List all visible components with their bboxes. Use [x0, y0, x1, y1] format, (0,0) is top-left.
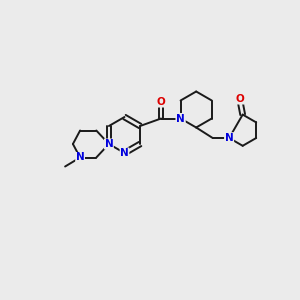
- Text: N: N: [104, 139, 113, 149]
- Text: N: N: [225, 133, 234, 143]
- Text: N: N: [120, 148, 129, 158]
- Text: N: N: [76, 152, 85, 163]
- Text: N: N: [176, 113, 185, 124]
- Text: O: O: [235, 94, 244, 104]
- Text: N: N: [225, 133, 234, 143]
- Text: O: O: [157, 97, 166, 107]
- Text: N: N: [176, 113, 185, 124]
